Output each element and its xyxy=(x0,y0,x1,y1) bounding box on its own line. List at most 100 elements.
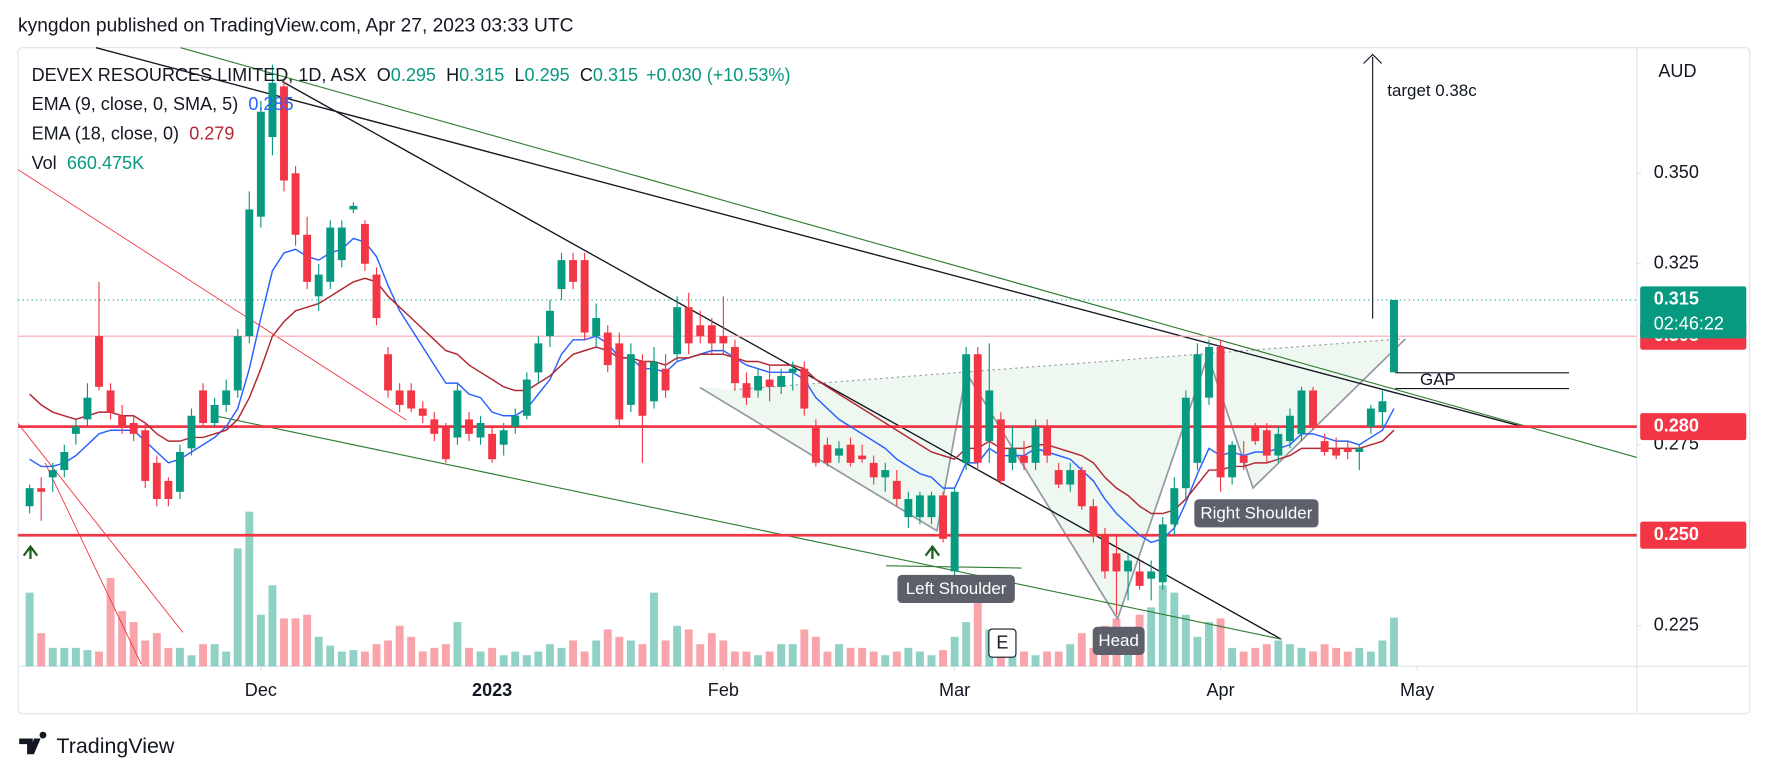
volume-bar xyxy=(580,651,589,667)
volume-bar xyxy=(372,644,381,667)
volume-bar xyxy=(37,633,46,667)
candle-body xyxy=(1008,448,1017,463)
candle-body xyxy=(511,415,520,427)
volume-bar xyxy=(661,640,670,667)
volume-bar xyxy=(1262,644,1271,667)
candle-body xyxy=(1332,448,1341,456)
x-tick-label: Mar xyxy=(939,680,970,700)
candle-body xyxy=(280,86,288,181)
right-shoulder-label: Right Shoulder xyxy=(1200,503,1312,522)
volume-bar xyxy=(1170,592,1179,667)
candle-body xyxy=(522,379,531,416)
volume-bar xyxy=(453,622,462,667)
change-value: +0.030 (+10.53%) xyxy=(646,65,790,85)
candle-body xyxy=(1262,430,1271,456)
logo-mark xyxy=(19,731,47,755)
volume-bar xyxy=(881,655,890,667)
volume-bar xyxy=(962,622,971,667)
candle-body xyxy=(615,343,624,420)
candle-body xyxy=(499,430,508,445)
trend-line xyxy=(180,47,1637,458)
volume-bar xyxy=(522,655,531,667)
indicator-value: 0.285 xyxy=(248,94,293,114)
candle-body xyxy=(233,336,242,391)
candle-body xyxy=(441,426,450,460)
volume-bar xyxy=(638,644,647,667)
volume-bar xyxy=(754,655,763,667)
volume-bar xyxy=(603,629,612,667)
candle-body xyxy=(1205,347,1213,398)
legend-title: DEVEX RESOURCES LIMITED, 1D, ASX xyxy=(32,65,367,85)
candle-body xyxy=(1285,415,1294,442)
volume-bar xyxy=(673,625,682,667)
candle-body xyxy=(1309,390,1318,427)
candle-body xyxy=(1390,299,1398,373)
volume-bar xyxy=(765,651,774,667)
candle-body xyxy=(453,390,462,438)
candle-body xyxy=(835,448,843,456)
candle-body xyxy=(580,260,589,333)
candle-body xyxy=(904,499,913,518)
candle-body xyxy=(1020,455,1028,463)
candle-body xyxy=(638,361,647,416)
x-tick-label: 2023 xyxy=(472,680,512,700)
candle-body xyxy=(915,495,924,518)
candle-body xyxy=(1216,347,1225,478)
ohlc-value: 0.315 xyxy=(459,65,504,85)
candle-body xyxy=(569,260,578,282)
candle-body xyxy=(129,423,138,434)
volume-bar xyxy=(950,636,959,667)
volume-bar xyxy=(800,629,809,667)
ohlc-label: O xyxy=(377,65,391,85)
volume-bar xyxy=(707,633,716,667)
trend-line xyxy=(281,80,1282,640)
candle-body xyxy=(869,462,878,478)
volume-bar xyxy=(511,651,520,667)
volume-bar xyxy=(1285,644,1294,667)
volume-bar xyxy=(973,599,982,667)
candle-body xyxy=(476,423,485,438)
candle-body xyxy=(985,390,994,442)
trend-line xyxy=(44,462,142,665)
volume-bar xyxy=(915,651,924,667)
earnings-marker[interactable] xyxy=(988,628,1017,658)
volume-bar xyxy=(1043,651,1052,667)
legend-row: EMA (18, close, 0) 0.279 xyxy=(32,123,235,143)
volume-bar xyxy=(1181,614,1190,667)
candle-body xyxy=(384,354,393,391)
volume-bar xyxy=(730,651,739,667)
volume-bar xyxy=(1205,622,1213,667)
volume-bar xyxy=(291,618,300,667)
arrow-head xyxy=(1363,53,1383,64)
volume-bar xyxy=(25,592,34,667)
volume-bar xyxy=(1366,651,1375,667)
candle-body xyxy=(962,354,971,463)
logo: TradingView xyxy=(19,731,175,758)
volume-bar xyxy=(1320,644,1329,667)
candle-body xyxy=(1355,448,1364,452)
candle-body xyxy=(1031,426,1040,463)
volume-bar xyxy=(337,651,346,667)
candle-body xyxy=(395,390,404,405)
ohlc-value: 0.295 xyxy=(525,65,570,85)
trend-line xyxy=(17,423,184,633)
volume-bar xyxy=(395,625,404,667)
candle-body xyxy=(175,451,184,492)
volume-bar xyxy=(1077,633,1086,667)
candle-body xyxy=(25,488,34,507)
volume-bar xyxy=(430,647,439,667)
candle-body xyxy=(1135,571,1144,586)
candle-body xyxy=(858,455,867,460)
x-tick-label: May xyxy=(1400,680,1434,700)
target-label: target 0.38c xyxy=(1387,81,1477,100)
candle-body xyxy=(1343,448,1352,452)
volume-bar xyxy=(904,647,913,667)
volume-bar xyxy=(696,644,705,667)
label-pill xyxy=(897,574,1015,604)
candle-body xyxy=(1320,441,1329,452)
candle-body xyxy=(314,274,323,297)
legend-row: EMA (9, close, 0, SMA, 5) 0.285 xyxy=(32,94,294,114)
earnings-label: E xyxy=(996,632,1008,652)
price-label: 0.280 xyxy=(1654,415,1699,435)
